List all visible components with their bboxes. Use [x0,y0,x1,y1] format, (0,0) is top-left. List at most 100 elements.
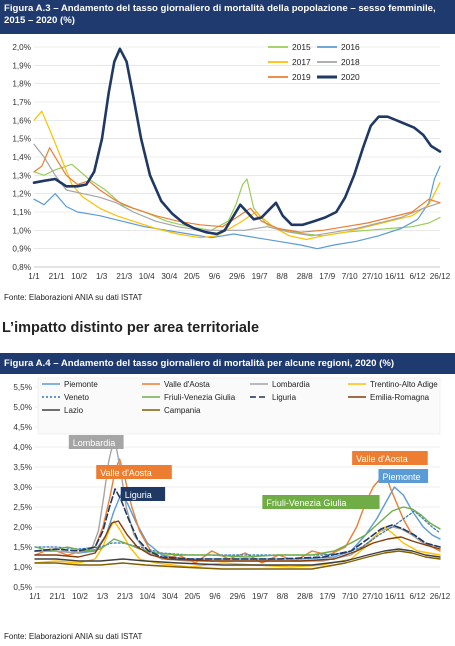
series-line-2015 [33,163,441,237]
annotation-label: Valle d'Aosta [100,468,152,478]
x-tick-label: 10/2 [71,272,87,281]
x-tick-label: 17/9 [320,592,336,601]
legend-label-2019: 2019 [292,72,311,82]
annotation-box [120,487,166,501]
series-line-2018 [33,143,441,237]
series-line-2019 [33,147,441,233]
legend-label-2020: 2020 [341,72,360,82]
x-tick-label: 20/5 [184,272,200,281]
annotation-friuli-venezia-giulia: Friuli-Venezia Giulia [262,495,380,509]
x-tick-label: 7/10 [342,592,358,601]
y-tick-label: 1,4% [12,153,31,162]
legend-label-2015: 2015 [292,42,311,52]
x-tick-label: 6/12 [410,592,426,601]
legend-label-veneto: Veneto [64,393,89,402]
series-line-valle-d-aosta [34,458,441,564]
x-tick-label: 19/7 [252,272,268,281]
x-tick-label: 21/3 [116,272,132,281]
series-line-campania [34,550,441,570]
legend-label-2018: 2018 [341,57,360,67]
annotation-valle-d-aosta: Valle d'Aosta [352,451,428,465]
x-tick-label: 29/6 [229,272,245,281]
x-tick-label: 19/7 [252,592,268,601]
y-tick-label: 2,0% [12,43,31,52]
y-tick-label: 2,5% [13,503,32,512]
x-tick-label: 21/1 [49,272,65,281]
y-tick-label: 1,0% [12,226,31,235]
x-tick-label: 28/8 [297,272,313,281]
legend-label-friuli-venezia-giulia: Friuli-Venezia Giulia [164,393,236,402]
x-tick-label: 1/1 [29,592,41,601]
x-tick-label: 30/4 [162,592,178,601]
series-line-lazio [34,548,441,566]
x-tick-label: 9/6 [209,272,221,281]
y-tick-label: 1,8% [12,80,31,89]
legend-label-campania: Campania [164,406,201,415]
figure-a4-source: Fonte: Elaborazioni ANIA su dati ISTAT [4,632,143,641]
legend-label-2016: 2016 [341,42,360,52]
y-tick-label: 2,0% [13,523,32,532]
x-tick-label: 20/5 [185,592,201,601]
legend-label-piemonte: Piemonte [64,380,98,389]
annotation-box [96,465,172,479]
y-tick-label: 0,9% [12,245,31,254]
legend-label-emilia-romagna: Emilia-Romagna [370,393,430,402]
x-tick-label: 28/8 [297,592,313,601]
x-tick-label: 29/6 [230,592,246,601]
x-tick-label: 9/6 [209,592,221,601]
annotation-piemonte: Piemonte [378,469,429,483]
x-tick-label: 8/8 [277,592,289,601]
series-line-2017 [33,110,441,241]
section-title: L’impatto distinto per area territoriale [2,320,260,336]
annotation-label: Friuli-Venezia Giulia [266,498,346,508]
annotation-lombardia: Lombardia [68,435,124,449]
y-tick-label: 4,0% [13,443,32,452]
mortality-regions-chart: 0,5% 1,0% 1,5% 2,0% 2,5% 3,0% 3,5% 4,0% 4,5% 5,0%… [13,377,451,601]
legend-label-liguria: Liguria [272,393,297,402]
series-line-2016 [33,165,441,250]
x-tick-label: 10/4 [139,272,155,281]
x-tick-label: 26/12 [430,592,451,601]
annotation-box [68,435,124,449]
legend-label-2017: 2017 [292,57,311,67]
annotation-box [378,469,429,483]
x-tick-label: 27/10 [362,592,383,601]
x-tick-label: 21/3 [117,592,133,601]
x-tick-label: 30/4 [161,272,177,281]
y-tick-label: 3,5% [13,463,32,472]
annotation-label: Piemonte [382,472,420,482]
series-line-liguria [34,488,441,560]
annotation-label: Liguria [125,490,152,500]
x-tick-label: 16/11 [385,272,405,281]
legend-label-lazio: Lazio [64,406,84,415]
x-tick-label: 17/9 [319,272,335,281]
figure-a4-title: Figura A.4 – Andamento del tasso giornal… [0,353,455,374]
series-line-emilia-romagna [34,520,441,562]
x-tick-label: 16/11 [385,592,405,601]
y-tick-label: 1,5% [12,135,31,144]
y-tick-label: 0,8% [12,263,31,272]
legend-label-valle-d-aosta: Valle d'Aosta [164,380,210,389]
annotation-valle-d-aosta: Valle d'Aosta [96,465,172,479]
annotation-liguria: Liguria [120,487,166,501]
y-tick-label: 3,0% [13,483,32,492]
x-tick-label: 21/1 [50,592,66,601]
annotation-label: Lombardia [73,438,116,448]
x-tick-label: 10/2 [72,592,88,601]
legend-label-lombardia: Lombardia [272,380,310,389]
y-tick-label: 5,0% [13,403,32,412]
annotation-box [262,495,380,509]
x-tick-label: 1/1 [28,272,40,281]
x-tick-label: 7/10 [342,272,358,281]
y-tick-label: 1,3% [12,171,31,180]
y-tick-label: 4,5% [13,423,32,432]
x-tick-label: 1/3 [97,592,109,601]
x-tick-label: 26/12 [430,272,451,281]
figure-a3-title: Figura A.3 – Andamento del tasso giornal… [0,0,455,34]
legend-label-trentino-alto-adige: Trentino-Alto Adige [370,380,438,389]
y-tick-label: 5,5% [13,383,32,392]
y-tick-label: 1,7% [12,98,31,107]
x-tick-label: 27/10 [362,272,383,281]
mortality-women-chart: 0,8% 0,9% 1,0% 1,1% 1,2% 1,3% 1,4% 1,5% 1,6% 1,7%… [12,42,451,281]
series-line-2020 [32,47,442,236]
